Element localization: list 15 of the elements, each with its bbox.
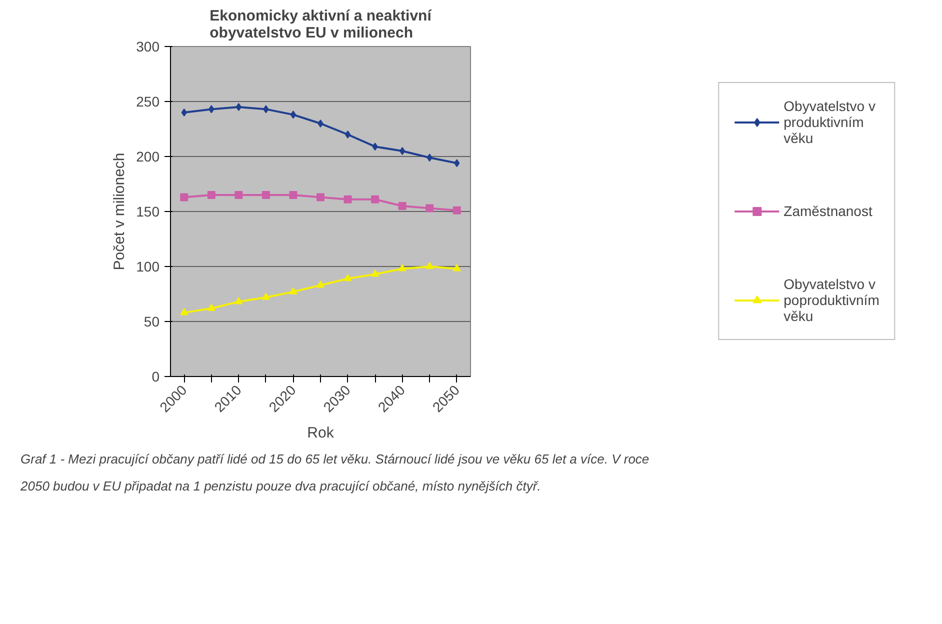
y-axis-title: Počet v milionech [111, 152, 128, 270]
y-tick-label: 150 [136, 204, 160, 220]
legend-label: Zaměstnanost [784, 203, 872, 219]
x-axis-title: Rok [307, 424, 334, 442]
text: Graf 1 - Mezi pracující občany patří lidé od 15 do 65 let věku. Stárnoucí lidé jsou ve věku 65 let a více. V roce [20, 452, 650, 466]
y-tick-label: 250 [136, 94, 160, 110]
legend-label: Obyvatelstvo v produktivním věku [784, 98, 876, 146]
text: 2050 budou v EU připadat na 1 penzistu pouze dva pracující občané, místo nynějších čtyř. [20, 478, 541, 494]
legend-label: Obyvatelstvo v poproduktivním věku [784, 276, 880, 324]
y-tick-label: 100 [136, 258, 160, 274]
y-tick-label: 50 [144, 314, 160, 330]
y-tick-label: 300 [136, 38, 160, 54]
y-tick-label: 0 [152, 368, 160, 384]
chart-title: Ekonomicky aktivní a neaktivní obyvatelstvo EU v milionech [210, 8, 432, 42]
y-tick-label: 200 [136, 148, 160, 164]
